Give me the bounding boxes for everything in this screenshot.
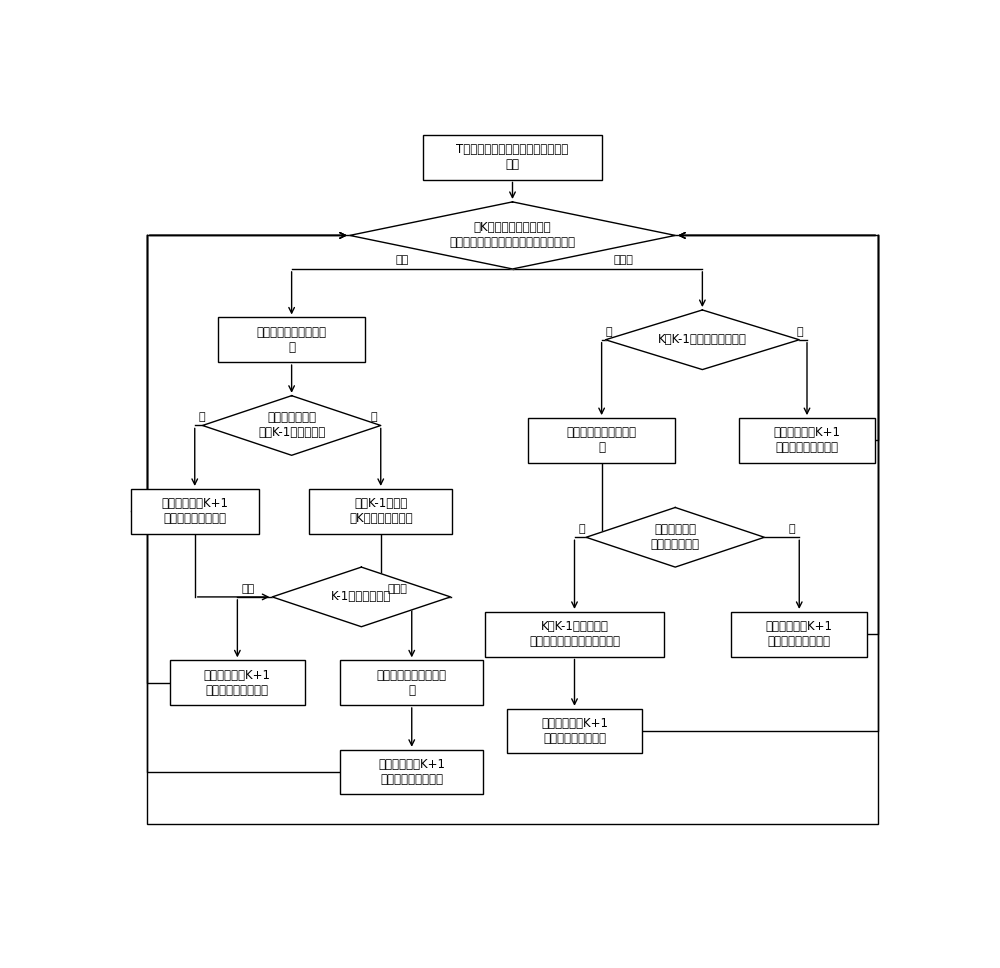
Text: K与K-1之间有无阻塞车流: K与K-1之间有无阻塞车流 — [658, 333, 747, 347]
Text: 否: 否 — [199, 412, 205, 422]
Text: 对下一检测器K+1
的交通状态进行判别: 对下一检测器K+1 的交通状态进行判别 — [766, 620, 833, 649]
Polygon shape — [350, 202, 675, 269]
Text: T时刻对所有检测器的交通状态进行
遍历: T时刻对所有检测器的交通状态进行 遍历 — [456, 143, 569, 171]
Text: 阻塞: 阻塞 — [395, 256, 409, 265]
Text: 对下一检测器K+1
的交通状态进行判别: 对下一检测器K+1 的交通状态进行判别 — [161, 498, 228, 526]
Text: 判别K-1处瓶颈
与K处瓶颈是否关联: 判别K-1处瓶颈 与K处瓶颈是否关联 — [349, 498, 413, 526]
Bar — [507, 709, 642, 753]
Text: 是: 是 — [370, 412, 377, 422]
Bar — [170, 660, 305, 705]
Bar — [309, 489, 452, 533]
Text: 有: 有 — [606, 327, 612, 337]
Text: 计算阻塞向前疏散的边
界: 计算阻塞向前疏散的边 界 — [377, 669, 447, 697]
Text: K与K-1之间的阻塞
完全疏散，重置阻塞边界位置: K与K-1之间的阻塞 完全疏散，重置阻塞边界位置 — [529, 620, 620, 649]
Text: 不阻塞: 不阻塞 — [613, 256, 633, 265]
Bar — [340, 749, 483, 795]
Bar — [423, 135, 602, 179]
Bar — [340, 660, 483, 705]
Polygon shape — [202, 396, 381, 455]
Text: 无: 无 — [796, 327, 803, 337]
Text: 阻塞是否已到达
上游K-1检测器位置: 阻塞是否已到达 上游K-1检测器位置 — [258, 411, 325, 439]
Bar — [739, 418, 875, 463]
Text: 对下一检测器K+1
的交通状态进行判别: 对下一检测器K+1 的交通状态进行判别 — [774, 426, 840, 454]
Bar — [147, 235, 878, 825]
Bar — [131, 489, 259, 533]
Text: K-1处的交通状态: K-1处的交通状态 — [331, 590, 392, 603]
Text: 对下一检测器K+1
的交通状态进行判别: 对下一检测器K+1 的交通状态进行判别 — [378, 758, 445, 786]
Text: 计算阻塞向后疏散的边
界: 计算阻塞向后疏散的边 界 — [567, 426, 637, 454]
Text: 否: 否 — [789, 525, 795, 534]
Text: 对下一检测器K+1
的交通状态进行判别: 对下一检测器K+1 的交通状态进行判别 — [204, 669, 271, 697]
Text: 是: 是 — [578, 525, 585, 534]
Bar — [528, 418, 675, 463]
Bar — [731, 612, 867, 656]
Text: 对下一检测器K+1
的交通状态进行判别: 对下一检测器K+1 的交通状态进行判别 — [541, 717, 608, 745]
Text: 不阻塞: 不阻塞 — [388, 584, 408, 594]
Bar — [485, 612, 664, 656]
Polygon shape — [606, 310, 799, 370]
Text: 将K检测器的交通状态与
速度阈值、占有率阈值进行双阈值比对。: 将K检测器的交通状态与 速度阈值、占有率阈值进行双阈值比对。 — [450, 222, 576, 250]
Polygon shape — [272, 567, 450, 626]
Text: 阻塞: 阻塞 — [241, 584, 254, 594]
Polygon shape — [586, 507, 764, 567]
Bar — [218, 318, 365, 362]
Text: 疏散边界是否
追赶上阻塞边界: 疏散边界是否 追赶上阻塞边界 — [651, 524, 700, 552]
Text: 计算阻塞向后蔓延的边
界: 计算阻塞向后蔓延的边 界 — [257, 326, 327, 353]
